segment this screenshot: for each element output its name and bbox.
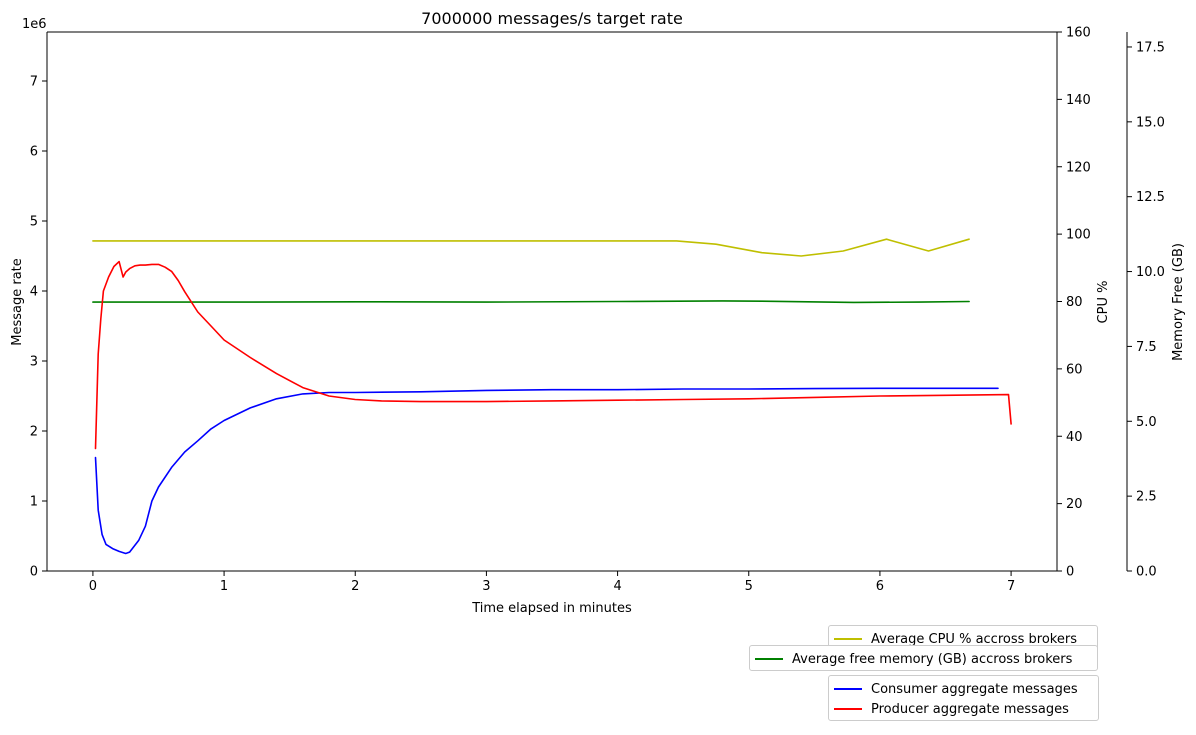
series-line-rate [94,387,999,555]
cpu-tick-label: 40 [1066,430,1083,445]
series-line-cpu [92,238,970,257]
rate-tick-label: 4 [30,285,38,300]
x-tick-label: 1 [220,579,228,594]
legend-item: Average CPU % accross brokers [834,629,1092,649]
cpu-tick-label: 120 [1066,160,1091,175]
series-line-rate [94,260,1012,450]
rate-tick-label: 5 [30,215,38,230]
legend-item: Producer aggregate messages [834,699,1093,719]
cpu-tick-label: 60 [1066,362,1083,377]
mem-tick-label: 10.0 [1136,265,1165,280]
x-tick-label: 0 [89,579,97,594]
mem-tick-label: 12.5 [1136,190,1165,205]
mem-axis-label: Memory Free (GB) [1171,243,1186,361]
rate-tick-label: 6 [30,145,38,160]
cpu-tick-label: 80 [1066,295,1083,310]
plot-layer: 0 1 2 3 4 5 6 7 0 1 2 3 4 5 6 7 0 20 40 60 80 100 120 140 160 0.0… [30,26,1165,595]
mem-tick-label: 7.5 [1136,340,1157,355]
rate-tick-label: 7 [30,75,38,90]
x-tick-label: 6 [876,579,884,594]
legend-memory: Average free memory (GB) accross brokers [749,645,1098,671]
legend-label: Consumer aggregate messages [871,681,1078,697]
series-line-mem [92,300,970,304]
mem-tick-label: 17.5 [1136,40,1165,55]
rate-tick-label: 2 [30,425,38,440]
cpu-tick-label: 20 [1066,497,1083,512]
mem-tick-label: 0.0 [1136,565,1157,580]
rate-axis-label: Message rate [10,258,25,346]
legend-label: Average CPU % accross brokers [871,631,1077,647]
legend-label: Average free memory (GB) accross brokers [792,651,1073,667]
mem-tick-label: 5.0 [1136,415,1157,430]
cpu-tick-label: 0 [1066,565,1074,580]
legend-item: Consumer aggregate messages [834,679,1093,699]
legend-swatch [834,638,862,640]
mem-tick-label: 2.5 [1136,490,1157,505]
x-tick-label: 3 [482,579,490,594]
cpu-tick-label: 100 [1066,228,1091,243]
x-tick-label: 2 [351,579,359,594]
x-tick-label: 7 [1007,579,1015,594]
legend-swatch [755,658,783,660]
chart-title: 7000000 messages/s target rate [421,9,683,28]
cpu-tick-label: 140 [1066,93,1091,108]
cpu-axis-label: CPU % [1096,281,1111,324]
legend-swatch [834,708,862,710]
legend-label: Producer aggregate messages [871,701,1069,717]
rate-tick-label: 0 [30,565,38,580]
rate-tick-label: 3 [30,355,38,370]
legend-item: Average free memory (GB) accross brokers [755,649,1092,669]
rate-tick-label: 1 [30,495,38,510]
x-tick-label: 5 [745,579,753,594]
cpu-tick-label: 160 [1066,26,1091,41]
rate-offset-text: 1e6 [22,17,47,32]
legend-messages: Consumer aggregate messages Producer agg… [828,675,1099,721]
legend-swatch [834,688,862,690]
mem-tick-label: 15.0 [1136,115,1165,130]
x-tick-label: 4 [613,579,621,594]
x-axis-label: Time elapsed in minutes [471,601,632,616]
